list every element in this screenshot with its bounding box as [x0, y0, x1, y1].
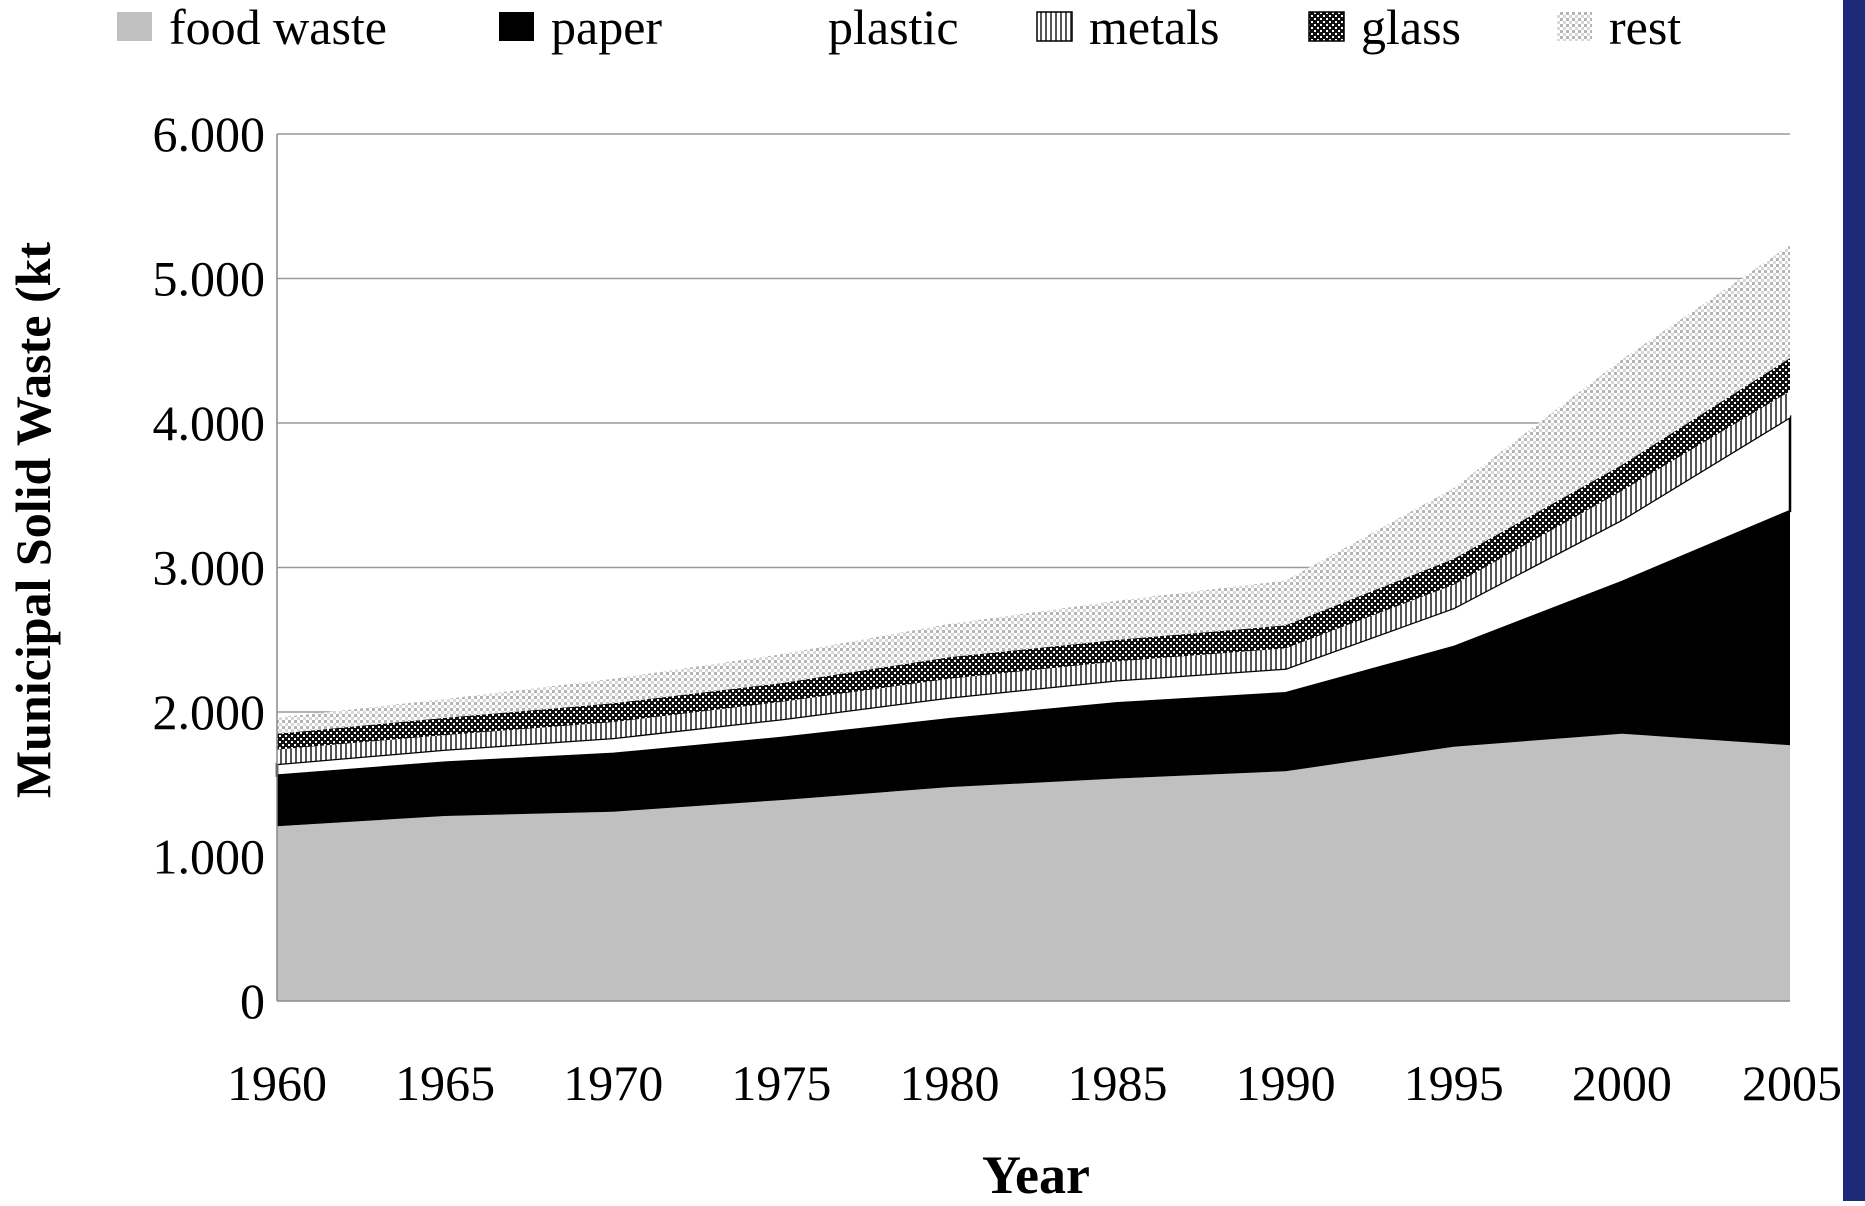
- legend-label-metals: metals: [1089, 0, 1220, 55]
- area-food-waste: [277, 733, 1790, 1001]
- x-tick-label-2: 1970: [563, 1055, 663, 1111]
- legend-label-plastic: plastic: [828, 0, 959, 55]
- legend-label-rest: rest: [1609, 0, 1681, 55]
- x-tick-label-6: 1990: [1236, 1055, 1336, 1111]
- legend-swatch-glass: [1308, 11, 1345, 42]
- stacked-areas: [275, 245, 1792, 1001]
- x-tick-label-5: 1985: [1068, 1055, 1168, 1111]
- x-tick-label-1: 1965: [395, 1055, 495, 1111]
- y-tick-label-4: 4.000: [153, 395, 266, 451]
- y-tick-label-0: 0: [240, 973, 265, 1029]
- legend-swatch-rest: [1557, 12, 1592, 41]
- x-tick-label-8: 2000: [1572, 1055, 1672, 1111]
- area-glass: [277, 358, 1790, 750]
- area-paper: [277, 511, 1790, 827]
- y-tick-label-3: 3.000: [153, 540, 266, 596]
- legend-label-paper: paper: [551, 0, 662, 55]
- x-tick-label-4: 1980: [899, 1055, 999, 1111]
- legend-swatch-metals: [1036, 11, 1073, 42]
- y-tick-label-2: 2.000: [153, 684, 266, 740]
- x-tick-label-9: 2005: [1742, 1055, 1842, 1111]
- x-tick-label-0: 1960: [227, 1055, 327, 1111]
- y-tick-label-5: 5.000: [153, 251, 266, 307]
- x-axis-label: Year: [982, 1145, 1090, 1201]
- x-tick-label-3: 1975: [731, 1055, 831, 1111]
- legend-swatch-food-waste: [117, 12, 152, 41]
- y-tick-label-1: 1.000: [153, 829, 266, 885]
- legend-swatch-paper: [499, 12, 534, 41]
- x-tick-label-7: 1995: [1404, 1055, 1504, 1111]
- legend-label-glass: glass: [1361, 0, 1461, 55]
- area-rest: [277, 245, 1790, 734]
- slide-side-bar: [1843, 0, 1865, 1201]
- area-metals: [277, 391, 1790, 764]
- legend-label-food-waste: food waste: [169, 0, 387, 55]
- x-axis-ticks: 1960 1965 1970 1975 1980 1985 1990 1995 2000 2005: [227, 1055, 1842, 1111]
- plot-frame: [276, 134, 1790, 1002]
- y-axis-ticks: 0 1.000 2.000 3.000 4.000 5.000 6.000: [153, 106, 266, 1029]
- legend-swatch-plastic: [776, 12, 811, 41]
- legend: food waste paper plastic metals glass rest: [117, 0, 1681, 55]
- y-tick-label-6: 6.000: [153, 106, 266, 162]
- y-axis-label: Municipal Solid Waste (kt: [5, 242, 61, 798]
